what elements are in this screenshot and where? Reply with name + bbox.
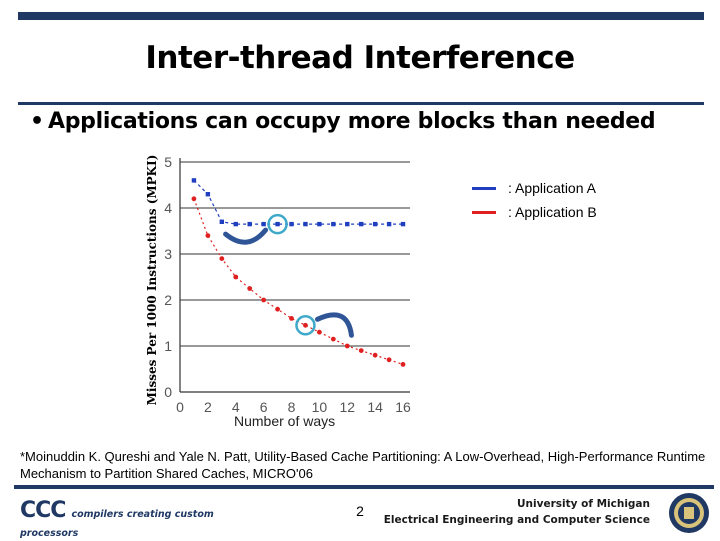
x-tick-label: 14 [367,399,383,415]
logo-tagline: compilers creating custom processors [20,509,214,539]
highlight-circle-b [295,315,316,336]
bullet-point: • Applications can occupy more blocks tha… [30,109,656,134]
x-tick-label: 2 [204,399,212,415]
legend-swatch-b [472,210,496,214]
title-underline [18,102,704,105]
data-point-a [191,178,197,183]
affiliation-university: University of Michigan [517,498,650,510]
x-tick-label: 4 [232,399,240,415]
legend-label-a: : Application A [508,180,596,196]
top-accent-bar [18,12,704,20]
data-point-a [275,221,280,227]
ccc-logo: CCC compilers creating custom processors [20,498,260,539]
data-point-b [372,352,378,358]
chart-grid [180,161,410,347]
data-point-a [247,221,252,227]
data-point-a [219,219,225,224]
y-tick-label: 5 [164,154,172,170]
legend-item-a: : Application A [472,176,597,200]
data-point-a [233,221,238,227]
data-point-a [261,221,266,227]
chart-series [191,178,406,367]
data-point-a [317,221,322,227]
x-tick-label: 0 [176,399,184,415]
y-axis-label: Misses Per 1000 Instructions (MPKI) [145,155,159,406]
x-axis-label: Number of ways [234,413,336,429]
page-number: 2 [356,503,364,519]
data-point-b [261,297,267,303]
legend-swatch-a [472,186,496,190]
bullet-text: Applications can occupy more blocks than… [48,109,656,134]
footer-bar [14,485,714,489]
x-tick-label: 16 [395,399,411,415]
legend-label-b: : Application B [508,204,597,220]
data-point-b [289,316,294,321]
data-point-b [400,362,406,367]
data-point-b [386,357,392,363]
y-tick-label: 4 [164,200,172,216]
y-tick-label: 2 [164,292,172,308]
data-point-b [344,343,350,349]
series-line-a [193,179,404,225]
data-point-b [233,274,239,280]
data-point-a [359,221,364,227]
data-point-b [275,306,280,312]
data-point-a [345,221,350,227]
arrow-a [223,227,269,245]
y-tick-label: 1 [164,338,172,354]
logo-text: CCC [20,498,66,523]
chart-legend: : Application A : Application B [472,176,597,224]
data-point-b [330,336,336,342]
data-point-b [358,348,364,353]
data-point-a [205,192,211,197]
data-point-b [316,329,322,335]
data-point-a [303,221,308,227]
data-point-b [205,233,211,238]
legend-item-b: : Application B [472,200,597,224]
data-point-b [303,322,308,328]
x-tick-label: 10 [312,399,328,415]
x-tick-label: 8 [288,399,296,415]
y-tick-label: 3 [164,246,172,262]
bullet-dot: • [30,109,44,134]
data-point-a [372,221,378,227]
data-point-a [331,221,336,227]
data-point-a [386,221,392,227]
slide-title: Inter-thread Interference [145,40,575,76]
university-seal-icon [669,493,709,533]
highlight-circle-a [267,213,288,235]
data-point-a [400,221,406,227]
chart-axes [179,158,410,393]
data-point-b [219,256,225,261]
x-tick-label: 6 [260,399,268,415]
affiliation: University of Michigan Electrical Engine… [384,496,650,528]
citation-footnote: *Moinuddin K. Qureshi and Yale N. Patt, … [20,449,706,481]
chart-annotations [223,213,354,338]
data-point-b [247,286,253,291]
affiliation-department: Electrical Engineering and Computer Scie… [383,514,650,526]
data-point-a [289,221,294,227]
data-point-b [191,196,197,202]
y-tick-label: 0 [164,384,172,400]
arrow-b [314,312,354,338]
x-tick-label: 12 [339,399,355,415]
